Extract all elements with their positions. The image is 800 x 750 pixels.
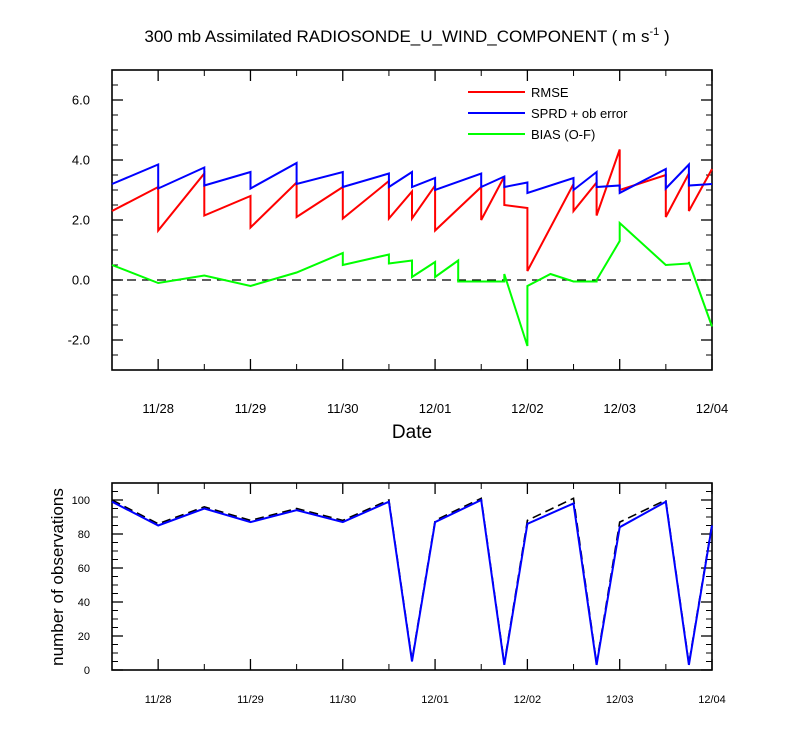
bottom-y-axis-label: number of observations: [48, 488, 67, 666]
title-main: 300 mb Assimilated RADIOSONDE_U_WIND_COM…: [144, 27, 649, 46]
top-plot: -2.0 0.0 2.0 4.0 6.0 11/28 11/29 11/30 12/01 12/…: [68, 69, 728, 416]
top-y-tick-labels: -2.0 0.0 2.0 4.0 6.0: [68, 93, 90, 348]
series-bias-o-f: [111, 220, 713, 347]
bottom-ytick-label: 40: [78, 597, 90, 609]
top-ytick-label: 2.0: [72, 213, 90, 228]
legend-label-rmse: RMSE: [531, 85, 569, 100]
top-ytick-label: 4.0: [72, 153, 90, 168]
bottom-plot-frame: [111, 482, 713, 671]
legend-label-bias-o-f: BIAS (O-F): [531, 127, 595, 142]
bottom-ytick-label: 20: [78, 631, 90, 643]
legend: RMSE SPRD + ob error BIAS (O-F): [468, 85, 628, 142]
top-ytick-label: 6.0: [72, 93, 90, 108]
legend-label-sprd-ob-error: SPRD + ob error: [531, 106, 628, 121]
top-ytick-label: 0.0: [72, 273, 90, 288]
bottom-plot-series: [111, 497, 713, 666]
series-rmse: [111, 149, 713, 272]
bottom-ytick-label: 60: [78, 563, 90, 575]
top-x-tick-labels: 11/28 11/29 11/30 12/01 12/02 12/03 12/04: [142, 401, 728, 416]
top-plot-series: [111, 149, 713, 347]
bottom-plot: 0 20 40 60 80 100 11/28 11/29 11/30 12/01 12/02 12…: [72, 482, 726, 706]
bottom-ytick-label: 100: [72, 495, 90, 507]
top-xtick-label: 12/01: [419, 401, 452, 416]
title-superscript: -1: [649, 26, 659, 38]
series-possible-observations: [111, 497, 713, 664]
title-end: ): [659, 27, 669, 46]
top-plot-ticks: [111, 69, 713, 371]
bottom-xtick-label: 12/03: [606, 694, 634, 706]
top-xtick-label: 12/02: [511, 401, 544, 416]
bottom-ytick-label: 80: [78, 529, 90, 541]
top-xtick-label: 12/04: [696, 401, 729, 416]
top-xtick-label: 11/30: [327, 401, 359, 416]
top-chart-title: 300 mb Assimilated RADIOSONDE_U_WIND_COM…: [144, 26, 669, 46]
top-x-axis-label: Date: [392, 422, 432, 443]
bottom-xtick-label: 11/28: [145, 694, 172, 706]
bottom-xtick-label: 12/04: [698, 694, 726, 706]
bottom-y-tick-labels: 0 20 40 60 80 100: [72, 495, 90, 677]
top-xtick-label: 11/29: [235, 401, 267, 416]
top-xtick-label: 11/28: [142, 401, 174, 416]
bottom-xtick-label: 12/02: [514, 694, 542, 706]
bottom-xtick-label: 12/01: [421, 694, 449, 706]
bottom-ytick-label: 0: [84, 665, 90, 677]
top-xtick-label: 12/03: [603, 401, 636, 416]
bottom-xtick-label: 11/29: [237, 694, 264, 706]
series-sprd-ob-error: [111, 161, 713, 195]
bottom-xtick-label: 11/30: [329, 694, 356, 706]
top-ytick-label: -2.0: [68, 333, 90, 348]
bottom-x-tick-labels: 11/28 11/29 11/30 12/01 12/02 12/03 12/04: [145, 694, 726, 706]
series-assimilated-observations: [111, 498, 713, 666]
bottom-plot-ticks: [111, 482, 713, 671]
